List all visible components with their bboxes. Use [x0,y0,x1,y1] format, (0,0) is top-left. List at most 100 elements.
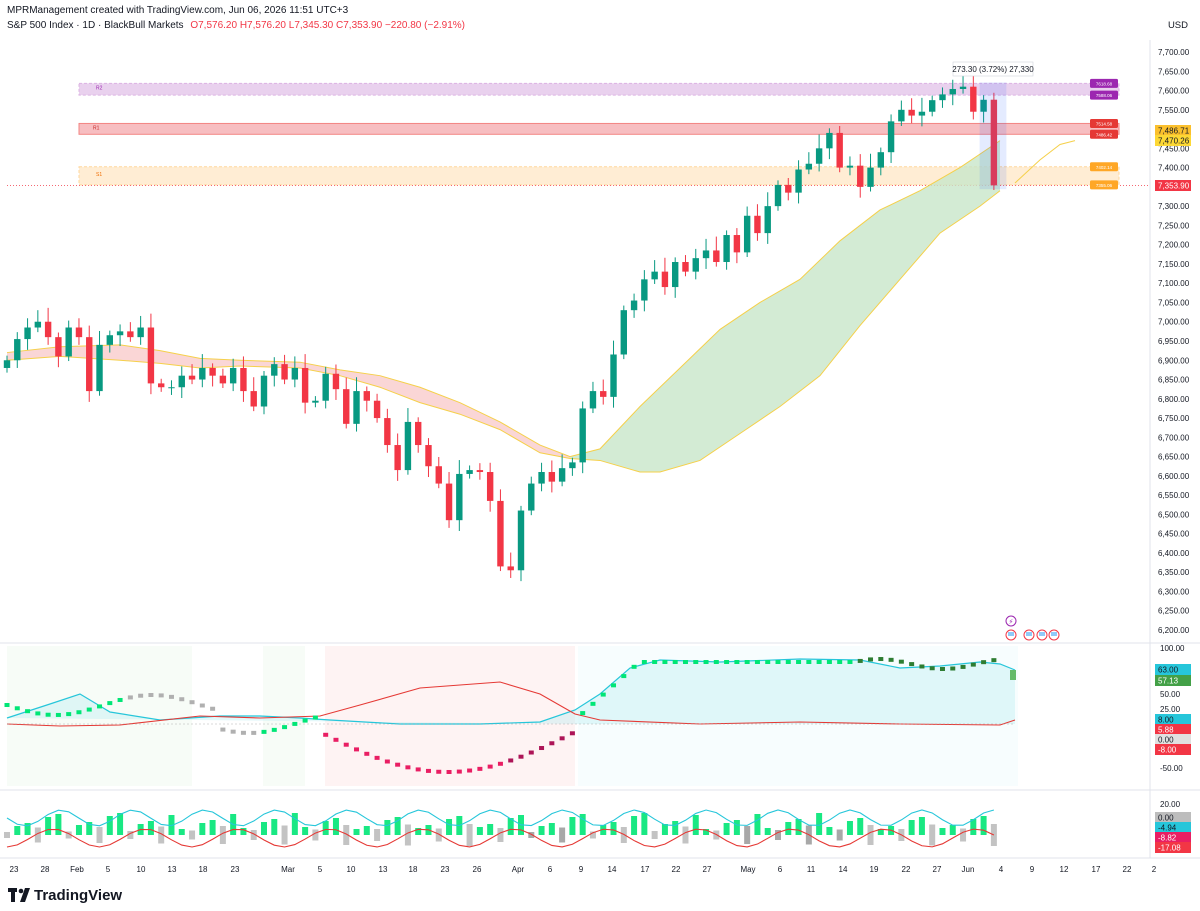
price-label-ema [1155,125,1191,136]
osc1-marker [148,693,154,698]
osc2-bar [14,826,21,835]
candle-body [517,510,525,571]
osc1-marker [868,657,874,662]
osc2-bar [980,816,987,835]
price-tick-label: 7,300.00 [1158,202,1190,211]
candle-body [456,473,463,521]
oscillator-2-pane [4,809,997,848]
ohlc-values: O7,576.20 H7,576.20 L7,345.30 C7,353.90 … [190,20,466,31]
candle-body [3,360,11,368]
osc2-bar [291,813,298,835]
candle-body [651,271,658,280]
candle-body [743,215,751,253]
candle-body [672,262,679,288]
osc1-marker [662,660,668,664]
osc2-bar [75,825,82,835]
osc2-value-red-text: -17.08 [1158,844,1181,853]
time-tick-label: Apr [512,865,525,874]
osc1-marker [117,697,123,702]
candle-body [291,367,299,380]
osc1-marker [919,664,925,669]
osc2-bar [960,828,967,842]
candle-body [600,391,607,397]
osc1-marker [878,657,884,662]
created-by-text: MPRManagement created with TradingView.c… [7,5,349,16]
osc1-marker [929,666,935,671]
candle-body [970,86,977,112]
candle-body [815,148,823,164]
candle-body [733,235,741,253]
candle-body [86,337,93,392]
candle-body [384,418,391,446]
candle-body [343,389,350,424]
osc1-marker [323,732,329,737]
osc1-line-red [6,681,1016,727]
osc1-marker [168,694,174,699]
price-label-last [1155,180,1191,191]
candle-body [579,408,586,463]
logo-text: TradingView [34,887,123,904]
osc1-marker [189,700,195,705]
osc2-bar [271,819,278,835]
osc2-bar [723,823,730,835]
zone-price-tag-text: 7588.06 [1096,93,1113,98]
osc2-bar [857,818,864,835]
osc1-marker [384,759,390,764]
osc1-marker [816,660,822,664]
candle-body [373,400,381,419]
cloud-bullish [570,140,1000,473]
osc2-bar [816,813,823,835]
time-tick-label: 6 [548,865,553,874]
osc2-bar [404,824,411,846]
osc1-marker [66,712,72,717]
candle-body [44,321,52,338]
tradingview-logo[interactable]: TradingView [8,886,122,904]
time-tick-label: 22 [1123,865,1132,874]
osc2-bar [55,814,62,835]
osc2-bar [836,829,843,841]
candle-body [507,566,514,571]
candle-body [219,375,227,384]
osc1-bg-green [7,646,192,786]
osc1-value-red2-text: -8.00 [1158,746,1177,755]
osc2-bar [65,831,72,839]
osc1-marker [991,658,997,663]
osc1-marker [86,707,92,712]
candle-body [898,109,905,122]
time-tick-label: 14 [839,865,848,874]
price-tick-label: 7,700.00 [1158,48,1190,57]
osc1-marker [343,742,349,747]
candle-body [116,331,124,336]
osc2-bar [775,830,781,840]
osc2-bar [178,829,185,835]
osc2-bar [117,813,124,835]
time-tick-label: 22 [902,865,911,874]
osc1-marker [415,767,421,772]
osc1-marker [590,701,596,706]
osc2-bar [45,817,52,835]
candle-body [476,470,484,473]
osc2-bar [733,820,740,835]
measure-box [979,82,1007,190]
osc2-bar [446,819,453,835]
currency-label[interactable]: USD [1167,20,1188,31]
osc1-marker [939,666,945,671]
candle-body [682,262,689,272]
osc2-bar [918,817,925,835]
osc2-bar [476,827,483,835]
osc1-marker [672,660,678,664]
osc1-marker [580,711,586,716]
candle-body [55,337,62,357]
osc1-marker [508,758,514,763]
candle-body [363,391,370,401]
osc1-tick-label: 100.00 [1160,644,1185,653]
candle-body [939,94,946,101]
symbol-title[interactable]: S&P 500 Index · 1D · BlackBull Markets [7,20,184,31]
osc1-marker [631,664,637,669]
osc1-marker [395,762,401,767]
symbol-legend[interactable]: S&P 500 Index · 1D · BlackBull Markets O… [7,20,465,31]
osc1-marker [641,660,647,664]
price-tick-label: 7,150.00 [1158,260,1190,269]
osc1-marker [528,750,534,755]
